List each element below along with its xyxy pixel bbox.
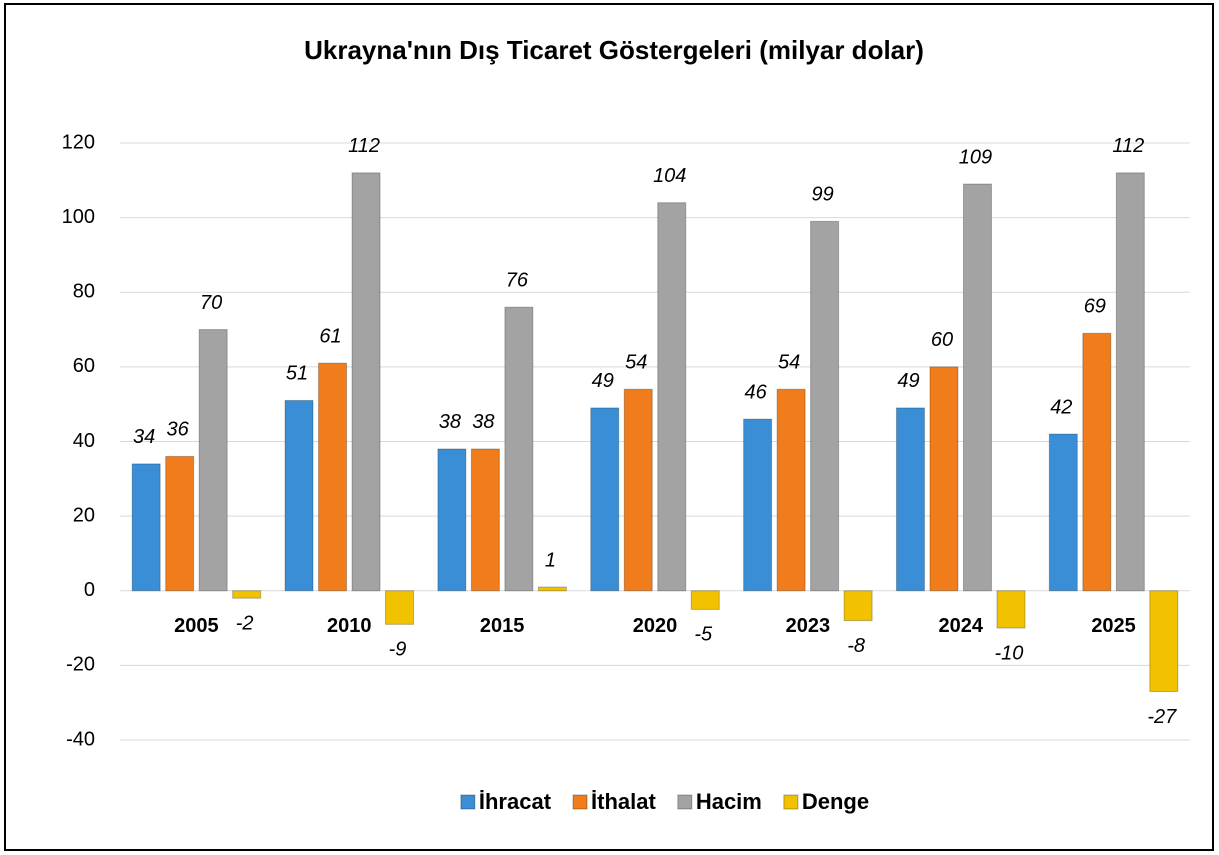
bar — [962, 183, 992, 592]
x-tick-label: 2015 — [480, 615, 525, 637]
bar — [284, 399, 314, 592]
data-label: 54 — [625, 352, 647, 374]
bar — [198, 329, 228, 592]
bar — [690, 590, 720, 610]
data-label: 49 — [592, 370, 614, 392]
y-tick-label: 60 — [73, 355, 95, 377]
data-label: 112 — [348, 135, 380, 157]
legend-swatch — [677, 794, 693, 810]
legend-swatch — [460, 794, 476, 810]
data-label: 34 — [133, 426, 155, 448]
data-label: 99 — [811, 184, 833, 206]
bar — [843, 590, 873, 622]
data-label: 76 — [506, 269, 529, 291]
data-label: -9 — [389, 639, 407, 661]
y-tick-label: -40 — [66, 728, 95, 750]
bar — [1115, 172, 1145, 592]
bar — [895, 407, 925, 592]
bar — [996, 590, 1026, 629]
bar — [623, 388, 653, 592]
data-label: 61 — [319, 325, 341, 347]
bar — [470, 448, 500, 592]
y-tick-label: 100 — [62, 206, 95, 228]
y-tick-label: -20 — [66, 654, 95, 676]
x-tick-label: 2020 — [633, 615, 678, 637]
y-tick-label: 120 — [62, 131, 95, 153]
bar — [657, 202, 687, 592]
data-label: 54 — [778, 352, 800, 374]
data-label: 60 — [931, 329, 953, 351]
data-label: -8 — [847, 635, 865, 657]
x-tick-label: 2005 — [174, 615, 219, 637]
data-label: 46 — [744, 381, 767, 403]
data-label: -2 — [236, 612, 254, 634]
bar — [1082, 332, 1112, 592]
data-label: -27 — [1147, 706, 1177, 728]
y-tick-label: 80 — [73, 281, 95, 303]
data-label: 1 — [545, 549, 556, 571]
bar — [1149, 590, 1179, 692]
x-tick-label: 2024 — [938, 615, 983, 637]
x-tick-label: 2025 — [1091, 615, 1136, 637]
legend-swatch — [572, 794, 588, 810]
y-tick-label: 40 — [73, 430, 95, 452]
data-label: 109 — [959, 146, 992, 168]
legend-label: İhracat — [479, 789, 552, 814]
data-label: -10 — [995, 642, 1024, 664]
legend-label: Denge — [802, 789, 869, 814]
data-label: 38 — [439, 411, 461, 433]
bar — [318, 362, 348, 592]
data-label: 38 — [472, 411, 494, 433]
legend-label: Hacim — [696, 789, 762, 814]
bar — [131, 463, 161, 592]
x-tick-label: 2010 — [327, 615, 372, 637]
bar — [1048, 433, 1078, 592]
bar — [232, 590, 262, 599]
data-label: 104 — [653, 165, 686, 187]
data-label: -5 — [694, 624, 713, 646]
bar — [385, 590, 415, 625]
bar — [929, 366, 959, 592]
data-label: 112 — [1112, 135, 1144, 157]
y-tick-label: 0 — [84, 579, 95, 601]
chart-title: Ukrayna'nın Dış Ticaret Göstergeleri (mi… — [304, 35, 924, 65]
bar — [776, 388, 806, 592]
data-label: 70 — [200, 292, 222, 314]
data-label: 36 — [167, 419, 190, 441]
y-tick-label: 20 — [73, 504, 95, 526]
bar — [537, 586, 567, 592]
legend-label: İthalat — [591, 789, 656, 814]
bar — [810, 220, 840, 592]
bar — [590, 407, 620, 592]
bar — [743, 418, 773, 592]
bar — [165, 455, 195, 592]
data-label: 69 — [1084, 296, 1106, 318]
data-label: 49 — [897, 370, 919, 392]
data-label: 42 — [1050, 396, 1072, 418]
bar — [437, 448, 467, 592]
bar — [351, 172, 381, 592]
bar — [504, 306, 534, 592]
data-label: 51 — [286, 363, 308, 385]
legend-swatch — [783, 794, 799, 810]
x-tick-label: 2023 — [786, 615, 831, 637]
